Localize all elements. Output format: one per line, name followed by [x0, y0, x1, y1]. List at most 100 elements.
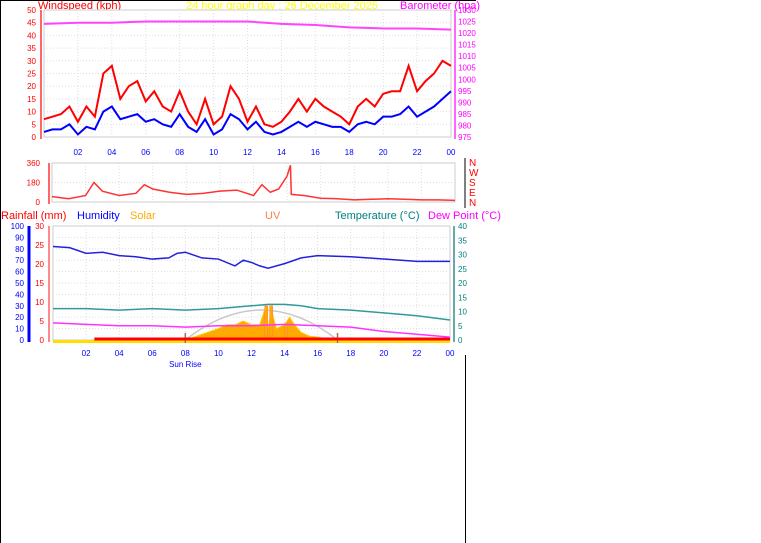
compass-letter-n: N [469, 158, 476, 169]
wind-x-tick-label: 00 [447, 148, 456, 157]
windspeed-axis-title: Windspeed (kph) [38, 0, 121, 12]
windspeed-tick-label: 30 [27, 57, 36, 66]
frame-top [0, 0, 476, 1]
humidity-line [52, 245, 450, 269]
humidity-tick-label: 10 [15, 325, 24, 334]
rainfall-tick-label: 15 [35, 279, 44, 288]
barometer-tick-label: 975 [458, 133, 472, 142]
windspeed-tick-label: 5 [32, 120, 37, 129]
humidity-tick-label: 90 [15, 233, 24, 242]
temperature-line [53, 303, 451, 321]
barometer-tick-label: 1020 [458, 29, 476, 38]
temperature-tick-label: 40 [458, 222, 467, 231]
climate-x-tick-label: 20 [379, 349, 388, 358]
barometer-axis-title: Barometer (hpa) [400, 0, 480, 12]
legend-humidity: Humidity [77, 210, 120, 222]
barometer-tick-label: 1000 [458, 75, 476, 84]
sun-path-arc [184, 309, 338, 341]
temperature-tick-label: 5 [458, 322, 463, 331]
humidity-tick-label: 0 [20, 336, 25, 345]
climate-x-tick-label: 14 [280, 349, 289, 358]
temperature-tick-label: 30 [458, 251, 467, 260]
barometer-tick-label: 990 [458, 98, 472, 107]
legend-dew-point: Dew Point (°C) [428, 210, 501, 222]
climate-x-tick-label: 08 [181, 349, 190, 358]
rainfall-tick-label: 30 [35, 222, 44, 231]
humidity-tick-label: 80 [15, 245, 24, 254]
temperature-tick-label: 25 [458, 265, 467, 274]
compass-letter-w: W [469, 168, 479, 179]
compass-letter-n: N [469, 198, 476, 209]
climate-x-tick-label: 10 [214, 349, 223, 358]
legend-uv: UV [265, 210, 281, 222]
climate-x-tick-label: 04 [115, 349, 124, 358]
barometer-tick-label: 980 [458, 121, 472, 130]
wind-x-tick-label: 08 [175, 148, 184, 157]
windspeed-tick-label: 10 [27, 108, 36, 117]
direction-tick-label: 0 [36, 198, 41, 207]
direction-tick-label: 360 [27, 159, 41, 168]
barometer-tick-label: 1005 [458, 64, 476, 73]
wind-x-tick-label: 20 [379, 148, 388, 157]
wind-average-line [43, 90, 452, 136]
uv-spike [269, 305, 273, 341]
graph-title: 24 hour graph day : 26 December 2025 [186, 0, 378, 12]
wind-x-tick-label: 14 [277, 148, 286, 157]
wind-x-tick-label: 04 [107, 148, 116, 157]
climate-x-tick-label: 12 [247, 349, 256, 358]
windspeed-tick-label: 20 [27, 82, 36, 91]
humidity-tick-label: 70 [15, 256, 24, 265]
frame-right [465, 355, 466, 543]
solar-baseline-band [53, 340, 450, 343]
humidity-tick-label: 60 [15, 268, 24, 277]
windspeed-tick-label: 0 [32, 133, 37, 142]
windspeed-tick-label: 15 [27, 95, 36, 104]
barometer-line [43, 20, 452, 31]
windspeed-tick-label: 50 [27, 6, 36, 15]
temperature-tick-label: 15 [458, 293, 467, 302]
wind-x-tick-label: 02 [73, 148, 82, 157]
climate-x-tick-label: 00 [446, 349, 455, 358]
rainfall-tick-label: 20 [35, 260, 44, 269]
dew-point-line [52, 322, 451, 338]
wind-x-tick-label: 10 [209, 148, 218, 157]
rainfall-tick-label: 5 [40, 317, 45, 326]
wind-x-tick-label: 22 [413, 148, 422, 157]
windspeed-tick-label: 40 [27, 31, 36, 40]
wind-direction-line [51, 164, 456, 202]
wind-gust-line [43, 59, 452, 128]
humidity-tick-label: 100 [11, 222, 25, 231]
wind-x-tick-label: 18 [345, 148, 354, 157]
compass-letter-s: S [469, 178, 476, 189]
climate-x-tick-label: 02 [82, 349, 91, 358]
compass-letter-e: E [469, 188, 476, 199]
windspeed-tick-label: 45 [27, 19, 36, 28]
barometer-tick-label: 1030 [458, 6, 476, 15]
climate-x-tick-label: 22 [412, 349, 421, 358]
wind-x-tick-label: 16 [311, 148, 320, 157]
sunrise-label: Sun Rise [169, 360, 202, 369]
climate-x-tick-label: 06 [148, 349, 157, 358]
wind-x-tick-label: 12 [243, 148, 252, 157]
barometer-tick-label: 985 [458, 110, 472, 119]
direction-tick-label: 180 [27, 179, 41, 188]
legend-rainfall: Rainfall (mm) [1, 210, 66, 222]
windspeed-tick-label: 25 [27, 70, 36, 79]
frame-left [0, 0, 1, 543]
temperature-tick-label: 0 [458, 336, 463, 345]
humidity-tick-label: 30 [15, 302, 24, 311]
legend-temperature: Temperature (°C) [335, 210, 419, 222]
rainfall-tick-label: 0 [40, 336, 45, 345]
humidity-tick-label: 50 [15, 279, 24, 288]
humidity-tick-label: 20 [15, 313, 24, 322]
barometer-tick-label: 1025 [458, 18, 476, 27]
rainfall-tick-label: 10 [35, 298, 44, 307]
climate-x-tick-label: 16 [313, 349, 322, 358]
temperature-tick-label: 10 [458, 308, 467, 317]
barometer-tick-label: 1015 [458, 41, 476, 50]
temperature-tick-label: 20 [458, 279, 467, 288]
windspeed-tick-label: 35 [27, 44, 36, 53]
legend-solar: Solar [130, 210, 156, 222]
uv-spike [264, 305, 268, 341]
